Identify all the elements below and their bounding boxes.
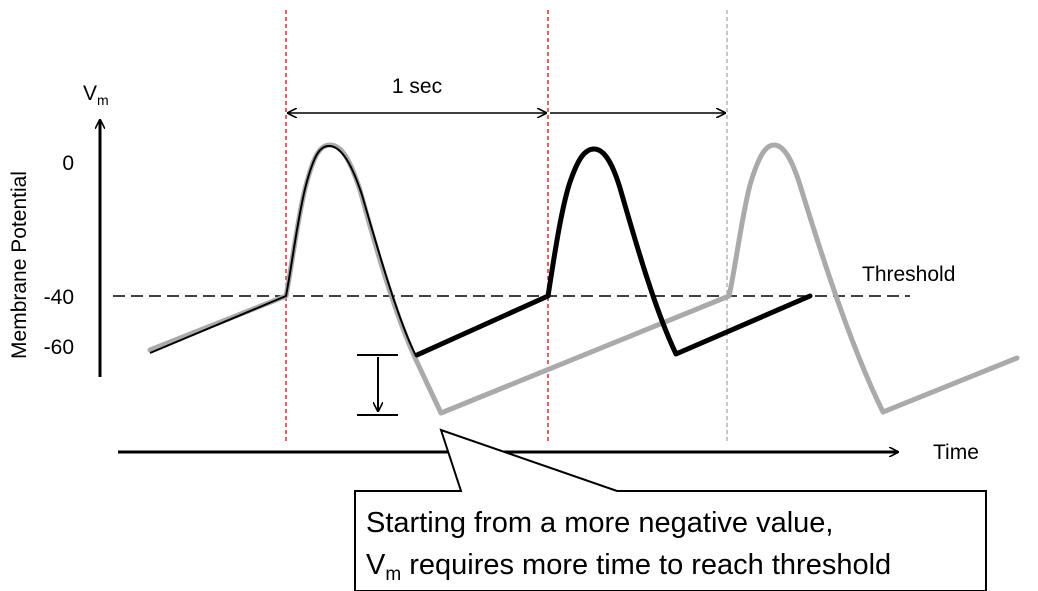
- trace-normal-first-spike: [149, 144, 417, 357]
- threshold-label: Threshold: [862, 263, 955, 286]
- callout-line-1: Starting from a more negative value,: [366, 507, 833, 539]
- trace-normal: [414, 146, 813, 358]
- callout-box: [354, 428, 987, 591]
- y-tick-minus60: -60: [44, 336, 74, 359]
- x-axis-title: Time: [933, 441, 979, 464]
- y-tick-minus40: -40: [44, 286, 74, 309]
- callout-line-2: Vm requires more time to reach threshold: [366, 549, 891, 585]
- y-axis-symbol: Vm: [83, 82, 109, 108]
- y-axis-title: Membrane Potential: [8, 171, 31, 359]
- y-tick-0: 0: [62, 152, 74, 175]
- interval-label: 1 sec: [392, 75, 442, 98]
